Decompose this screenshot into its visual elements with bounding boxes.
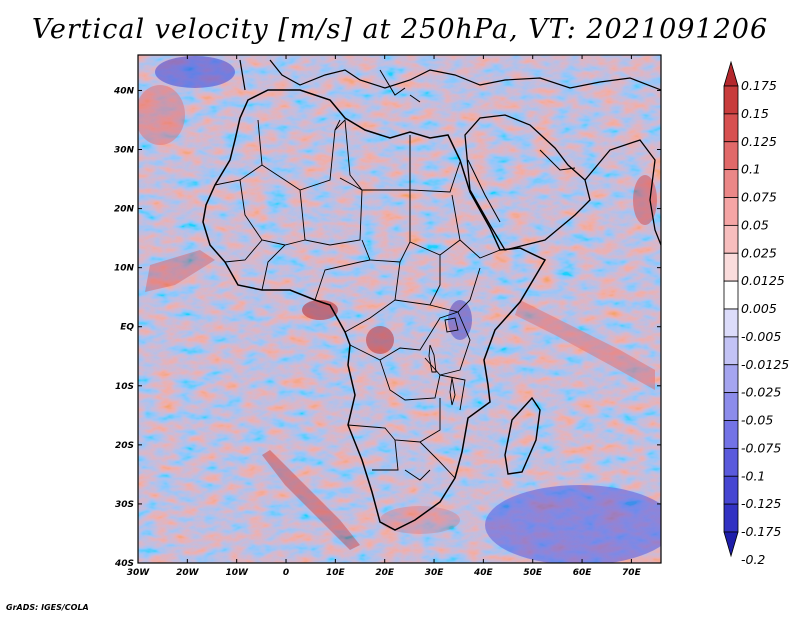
- footer-credit: GrADS: IGES/COLA: [6, 603, 89, 612]
- lat-tick-label: 10N: [114, 264, 135, 274]
- colorbar-label: -0.175: [741, 524, 781, 539]
- lat-tick-label: EQ: [120, 323, 134, 333]
- colorbar-segment: [723, 308, 739, 338]
- colorbar-label: 0.1: [741, 162, 761, 177]
- lat-tick-label: 40N: [113, 86, 135, 96]
- colorbar-labels: 0.175 0.15 0.125 0.1 0.075 0.05 0.025 0.0125 0.0…: [741, 78, 789, 567]
- madagascar-outline: [504, 396, 541, 475]
- lake-malawi: [449, 377, 456, 406]
- axis-ticks: [137, 55, 661, 564]
- lat-tick-label: 30S: [115, 500, 134, 510]
- colorbar-segment: [723, 280, 739, 310]
- colorbar-segment: [723, 60, 739, 87]
- colorbar-segment: [723, 420, 739, 449]
- lon-tick-label: 10E: [326, 568, 346, 578]
- lon-tick-label: 30E: [425, 568, 445, 578]
- colorbar-label: -0.05: [741, 413, 773, 428]
- lon-tick-label: 0: [283, 568, 289, 578]
- colorbar-segment: [723, 336, 739, 366]
- colorbar-label: 0.025: [741, 245, 777, 260]
- colorbar-segment: [723, 113, 739, 143]
- lat-tick-label: 20N: [114, 205, 135, 215]
- longitude-labels: 30W 20W 10W 0 10E 20E 30E 40E 50E 60E 70E: [127, 568, 642, 578]
- colorbar-label: 0.075: [741, 190, 777, 205]
- colorbar-segment: [723, 85, 739, 115]
- lon-tick-label: 40E: [473, 568, 494, 578]
- lat-tick-label: 20S: [115, 441, 134, 451]
- lon-tick-label: 70E: [622, 568, 642, 578]
- colorbar: [723, 60, 739, 558]
- velocity-field: [138, 55, 661, 563]
- lake-tanganyika: [428, 344, 437, 373]
- map-frame: [137, 54, 662, 564]
- colorbar-label: 0.05: [741, 217, 769, 232]
- colorbar-segment: [723, 392, 739, 421]
- lon-tick-label: 20E: [375, 568, 395, 578]
- colorbar-label: 0.0125: [741, 273, 785, 288]
- colorbar-label: 0.125: [741, 134, 777, 149]
- arabia-outline: [464, 114, 591, 251]
- lon-tick-label: 20W: [176, 568, 200, 578]
- colorbar-label: -0.125: [741, 496, 781, 511]
- lat-tick-label: 30N: [114, 146, 135, 156]
- colorbar-segment: [723, 197, 739, 226]
- europe-coastline: [239, 59, 661, 91]
- lon-tick-label: 60E: [573, 568, 593, 578]
- colorbar-segment: [723, 252, 739, 282]
- colorbar-label: -0.1: [741, 468, 765, 483]
- colorbar-label: -0.2: [741, 552, 765, 567]
- lat-tick-label: 10S: [115, 382, 134, 392]
- country-borders: [214, 119, 501, 481]
- colorbar-segment: [723, 447, 739, 477]
- colorbar-segment: [723, 364, 739, 394]
- colorbar-label: -0.075: [741, 440, 781, 455]
- colorbar-segment: [723, 531, 739, 558]
- latitude-labels: 40N 30N 20N 10N EQ 10S 20S 30S 40S: [113, 86, 135, 569]
- colorbar-segment: [723, 141, 739, 171]
- chart-title: Vertical velocity [m/s] at 250hPa, VT: 2…: [31, 14, 769, 45]
- lake-victoria: [444, 317, 459, 333]
- colorbar-segment: [723, 503, 739, 533]
- colorbar-label: -0.005: [741, 329, 781, 344]
- colorbar-segment: [723, 475, 739, 505]
- africa-coastline: [202, 89, 547, 531]
- colorbar-label: 0.005: [741, 301, 777, 316]
- colorbar-segment: [723, 224, 739, 254]
- lon-tick-label: 30W: [127, 568, 151, 578]
- colorbar-label: -0.0125: [741, 357, 789, 372]
- colorbar-label: 0.15: [741, 106, 769, 121]
- colorbar-segment: [723, 169, 739, 198]
- colorbar-label: 0.175: [741, 78, 777, 93]
- lon-tick-label: 10W: [225, 568, 249, 578]
- south-asia-outline: [584, 139, 661, 246]
- colorbar-label: -0.025: [741, 385, 781, 400]
- lat-tick-label: 40S: [114, 559, 134, 569]
- lon-tick-label: 50E: [523, 568, 543, 578]
